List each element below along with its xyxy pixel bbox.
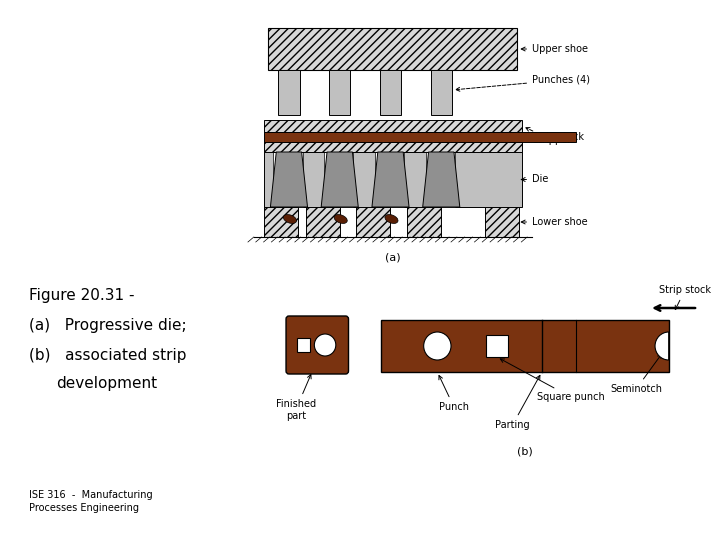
Text: development: development — [57, 376, 158, 391]
Text: Seminotch: Seminotch — [610, 354, 662, 394]
Bar — [485, 207, 519, 237]
Bar — [431, 70, 452, 115]
Text: (b): (b) — [517, 447, 533, 457]
Text: Figure 20.31 -: Figure 20.31 - — [30, 288, 135, 303]
Ellipse shape — [334, 214, 347, 224]
Circle shape — [315, 334, 336, 356]
Bar — [264, 207, 298, 237]
Bar — [324, 152, 354, 207]
Bar — [407, 207, 441, 237]
Bar — [486, 335, 508, 357]
Bar — [269, 28, 518, 70]
Bar — [329, 70, 351, 115]
Text: Die: Die — [521, 174, 549, 185]
Bar — [379, 70, 401, 115]
Text: (a)   Progressive die;: (a) Progressive die; — [30, 318, 187, 333]
Bar — [375, 152, 404, 207]
Text: Punch: Punch — [439, 375, 469, 412]
Text: Strip stock: Strip stock — [659, 285, 711, 309]
Polygon shape — [271, 152, 307, 207]
Ellipse shape — [284, 214, 297, 224]
Bar — [356, 207, 390, 237]
Bar — [278, 70, 300, 115]
Bar — [264, 120, 522, 132]
Text: Punches (4): Punches (4) — [456, 75, 590, 91]
Text: Finished
part: Finished part — [276, 375, 316, 421]
Text: Stripper: Stripper — [526, 127, 571, 145]
Text: Processes Engineering: Processes Engineering — [30, 503, 139, 513]
Text: ISE 316  -  Manufacturing: ISE 316 - Manufacturing — [30, 490, 153, 500]
Text: (a): (a) — [385, 252, 401, 262]
Text: Parting: Parting — [495, 375, 540, 430]
Text: Strip stock: Strip stock — [532, 132, 584, 142]
Polygon shape — [321, 152, 359, 207]
Bar — [426, 152, 455, 207]
Text: Square punch: Square punch — [500, 359, 605, 402]
Text: Lower shoe: Lower shoe — [521, 217, 588, 227]
Bar — [305, 207, 340, 237]
Text: Upper shoe: Upper shoe — [521, 44, 588, 54]
Bar — [264, 142, 522, 152]
Polygon shape — [372, 152, 409, 207]
Ellipse shape — [385, 214, 398, 224]
Polygon shape — [423, 152, 460, 207]
Bar — [381, 320, 669, 372]
FancyBboxPatch shape — [286, 316, 348, 374]
Text: (b)   associated strip: (b) associated strip — [30, 348, 186, 363]
Bar — [274, 152, 302, 207]
Wedge shape — [655, 332, 669, 360]
Circle shape — [423, 332, 451, 360]
Bar — [264, 152, 522, 207]
Bar — [297, 338, 310, 352]
Bar — [264, 132, 576, 142]
